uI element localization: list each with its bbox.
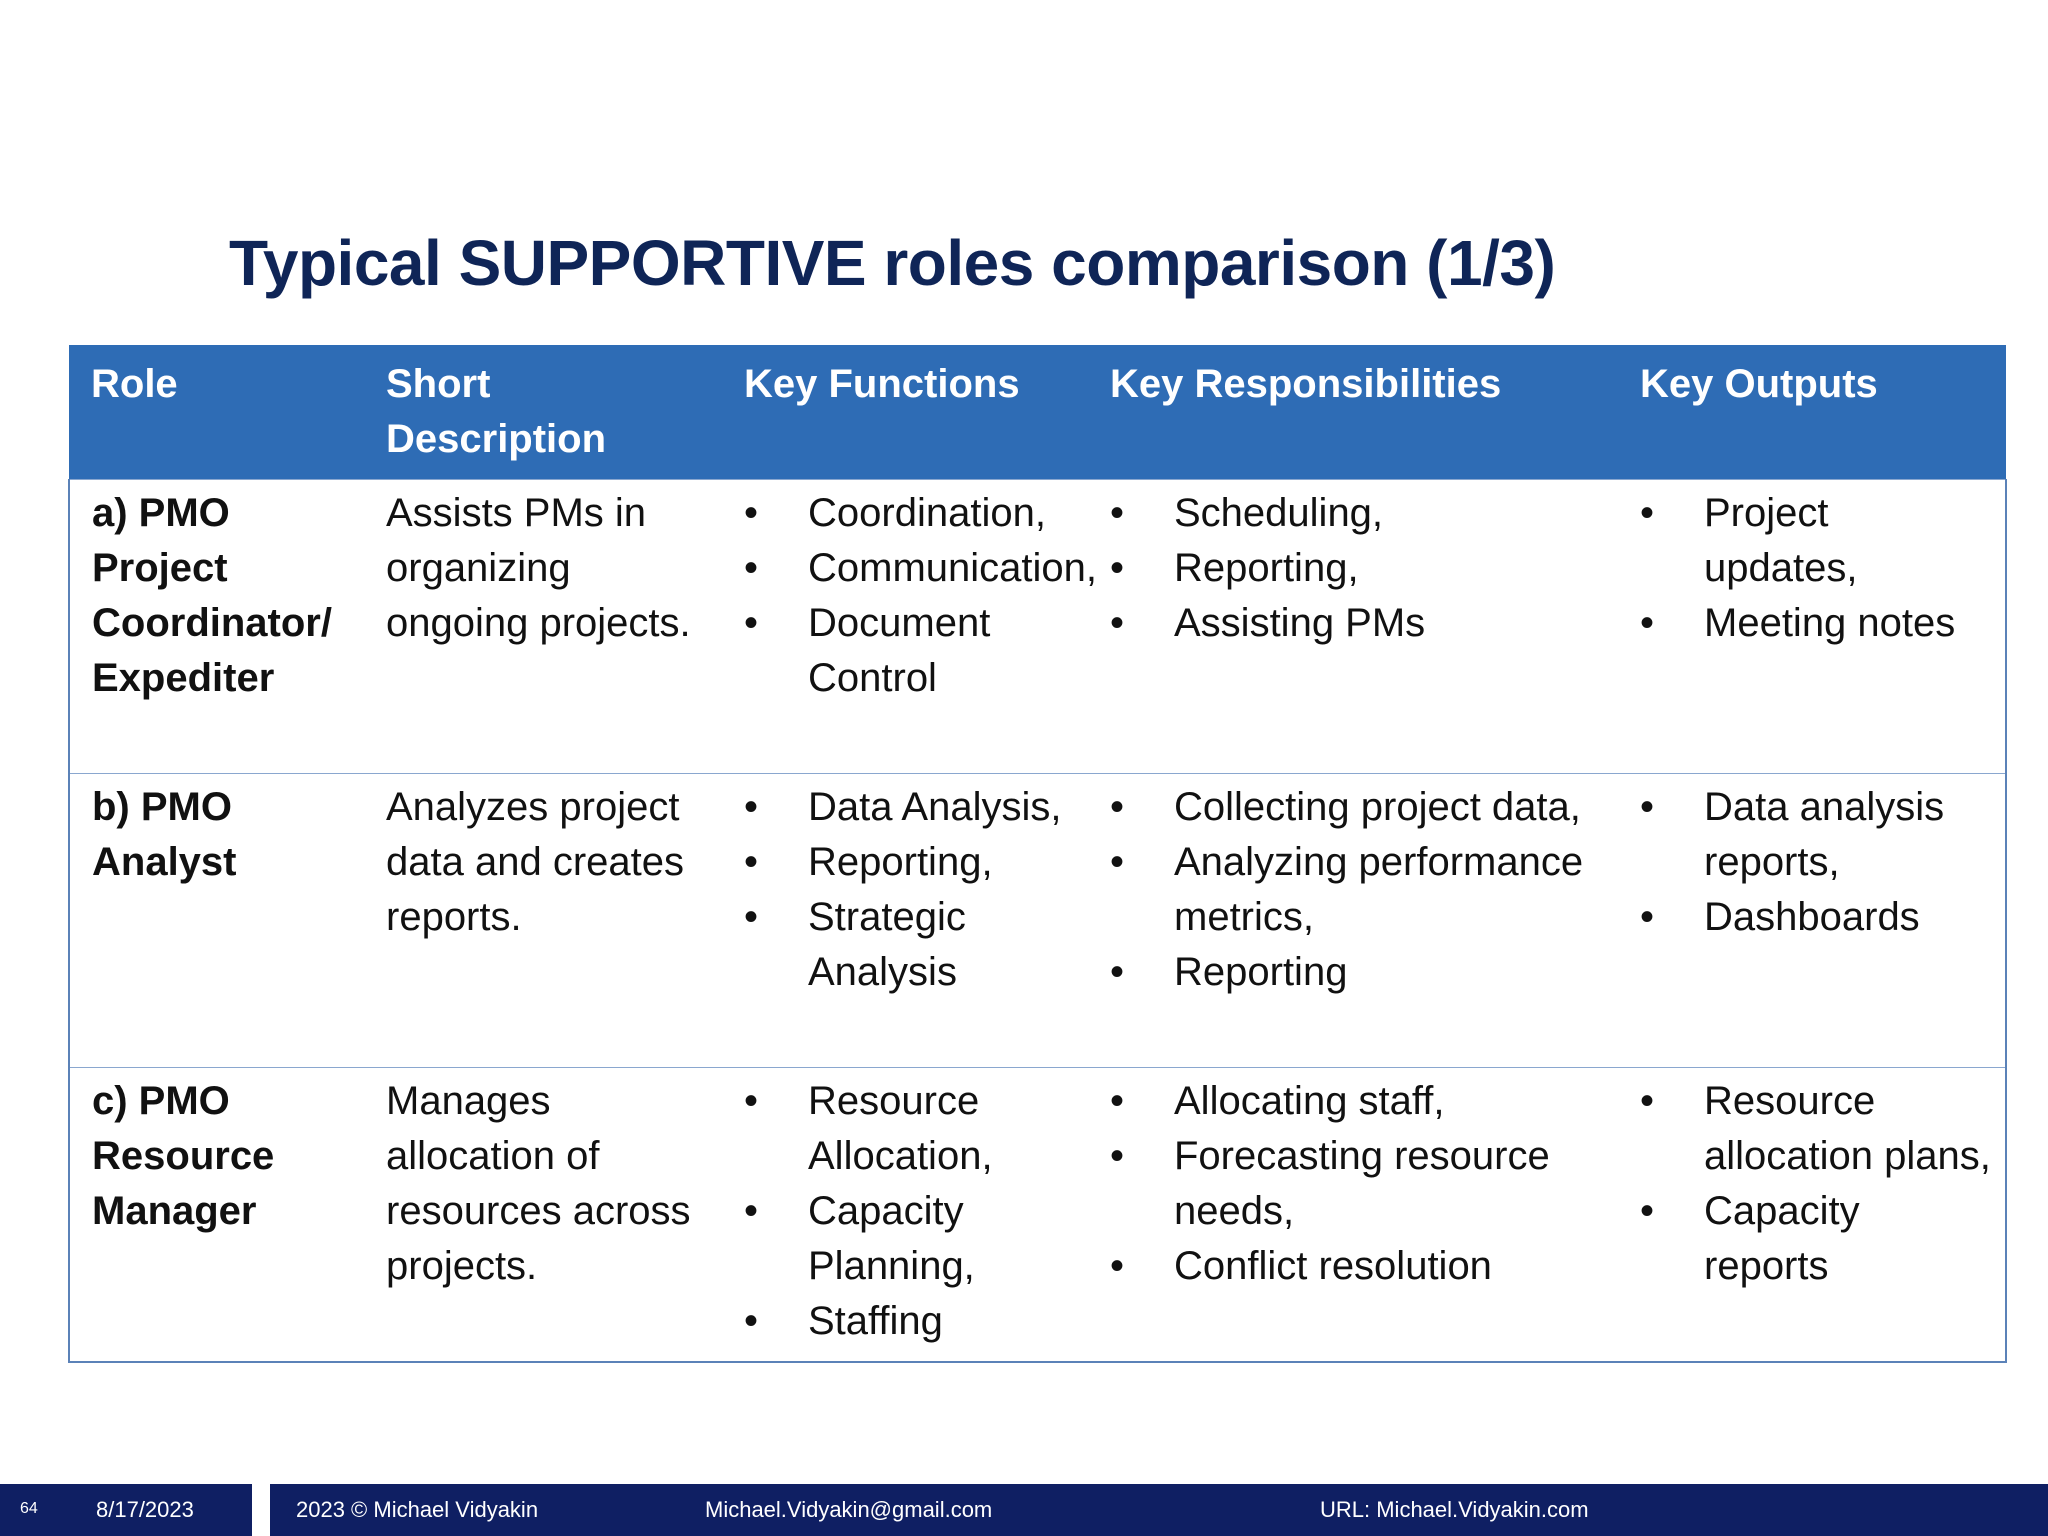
outputs-list: Project updates, Meeting notes — [1640, 486, 1993, 651]
list-item: Communication, — [744, 541, 1097, 596]
responsibilities-cell: Scheduling, Reporting, Assisting PMs — [1088, 479, 1618, 774]
description-cell: Manages allocation of resources across p… — [364, 1067, 722, 1363]
slide-title: Typical SUPPORTIVE roles comparison (1/3… — [229, 227, 1556, 299]
header-key-outputs: Key Outputs — [1618, 345, 2006, 480]
header-key-responsibilities: Key Responsibilities — [1088, 345, 1618, 480]
header-key-functions: Key Functions — [722, 345, 1088, 480]
list-item: Forecasting resource needs, — [1110, 1129, 1606, 1239]
list-item: Capacity reports — [1640, 1184, 1993, 1294]
outputs-cell: Data analysis reports, Dashboards — [1618, 773, 2007, 1068]
outputs-list: Resource allocation plans, Capacity repo… — [1640, 1074, 1993, 1294]
list-item: Reporting, — [1110, 541, 1606, 596]
functions-list: Coordination, Communication, Document Co… — [744, 486, 1097, 706]
outputs-list: Data analysis reports, Dashboards — [1640, 780, 1993, 945]
list-item: Reporting, — [744, 835, 1076, 890]
footer-email: Michael.Vidyakin@gmail.com — [705, 1497, 993, 1522]
functions-cell: Coordination, Communication, Document Co… — [722, 479, 1097, 774]
list-item: Document Control — [744, 596, 1076, 706]
description-cell: Analyzes project data and creates report… — [364, 773, 722, 1068]
list-item: Resource Allocation, — [744, 1074, 1076, 1184]
footer-url: URL: Michael.Vidyakin.com — [1320, 1497, 1589, 1522]
footer-date: 8/17/2023 — [96, 1497, 194, 1522]
list-item: Coordination, — [744, 486, 1076, 541]
outputs-cell: Project updates, Meeting notes — [1618, 479, 2007, 774]
list-item: Conflict resolution — [1110, 1239, 1606, 1294]
footer-copyright: 2023 © Michael Vidyakin — [296, 1497, 539, 1522]
role-cell: c) PMO Resource Manager — [68, 1067, 364, 1363]
responsibilities-cell: Allocating staff, Forecasting resource n… — [1088, 1067, 1618, 1363]
list-item: Resource allocation plans, — [1640, 1074, 1993, 1184]
header-role: Role — [69, 345, 364, 480]
header-short-description: Short Description — [364, 345, 722, 480]
list-item: Scheduling, — [1110, 486, 1606, 541]
list-item: Project updates, — [1640, 486, 1993, 596]
footer-divider — [252, 1484, 270, 1536]
table-row: a) PMO Project Coordinator/ Expediter As… — [68, 479, 2007, 774]
list-item: Data analysis reports, — [1640, 780, 1993, 890]
list-item: Capacity Planning, — [744, 1184, 1076, 1294]
table-row: c) PMO Resource Manager Manages allocati… — [68, 1067, 2007, 1363]
functions-list: Data Analysis, Reporting, Strategic Anal… — [744, 780, 1076, 1000]
responsibilities-list: Scheduling, Reporting, Assisting PMs — [1110, 486, 1606, 651]
list-item: Dashboards — [1640, 890, 1993, 945]
table-row: b) PMO Analyst Analyzes project data and… — [68, 773, 2007, 1068]
list-item: Staffing — [744, 1294, 1076, 1349]
outputs-cell: Resource allocation plans, Capacity repo… — [1618, 1067, 2007, 1363]
footer-bar: 64 8/17/2023 2023 © Michael Vidyakin Mic… — [0, 1484, 2048, 1536]
responsibilities-list: Allocating staff, Forecasting resource n… — [1110, 1074, 1606, 1294]
list-item: Meeting notes — [1640, 596, 1993, 651]
list-item: Collecting project data, — [1110, 780, 1606, 835]
responsibilities-cell: Collecting project data, Analyzing perfo… — [1088, 773, 1618, 1068]
role-cell: b) PMO Analyst — [68, 773, 364, 1068]
role-name: b) PMO Analyst — [92, 785, 237, 884]
role-name: c) PMO Resource Manager — [92, 1079, 275, 1233]
functions-cell: Resource Allocation, Capacity Planning, … — [722, 1067, 1088, 1363]
role-name: a) PMO Project Coordinator/ Expediter — [92, 491, 332, 700]
functions-cell: Data Analysis, Reporting, Strategic Anal… — [722, 773, 1088, 1068]
list-item: Assisting PMs — [1110, 596, 1606, 651]
page-number: 64 — [20, 1500, 38, 1517]
list-item: Allocating staff, — [1110, 1074, 1606, 1129]
list-item: Strategic Analysis — [744, 890, 1076, 1000]
role-cell: a) PMO Project Coordinator/ Expediter — [68, 479, 364, 774]
roles-comparison-table: Role Short Description Key Functions Key… — [68, 345, 2007, 1363]
responsibilities-list: Collecting project data, Analyzing perfo… — [1110, 780, 1606, 1000]
list-item: Reporting — [1110, 945, 1606, 1000]
table-header-row: Role Short Description Key Functions Key… — [69, 345, 2006, 480]
list-item: Data Analysis, — [744, 780, 1076, 835]
description-cell: Assists PMs in organizing ongoing projec… — [364, 479, 722, 774]
functions-list: Resource Allocation, Capacity Planning, … — [744, 1074, 1076, 1349]
list-item: Analyzing performance metrics, — [1110, 835, 1606, 945]
